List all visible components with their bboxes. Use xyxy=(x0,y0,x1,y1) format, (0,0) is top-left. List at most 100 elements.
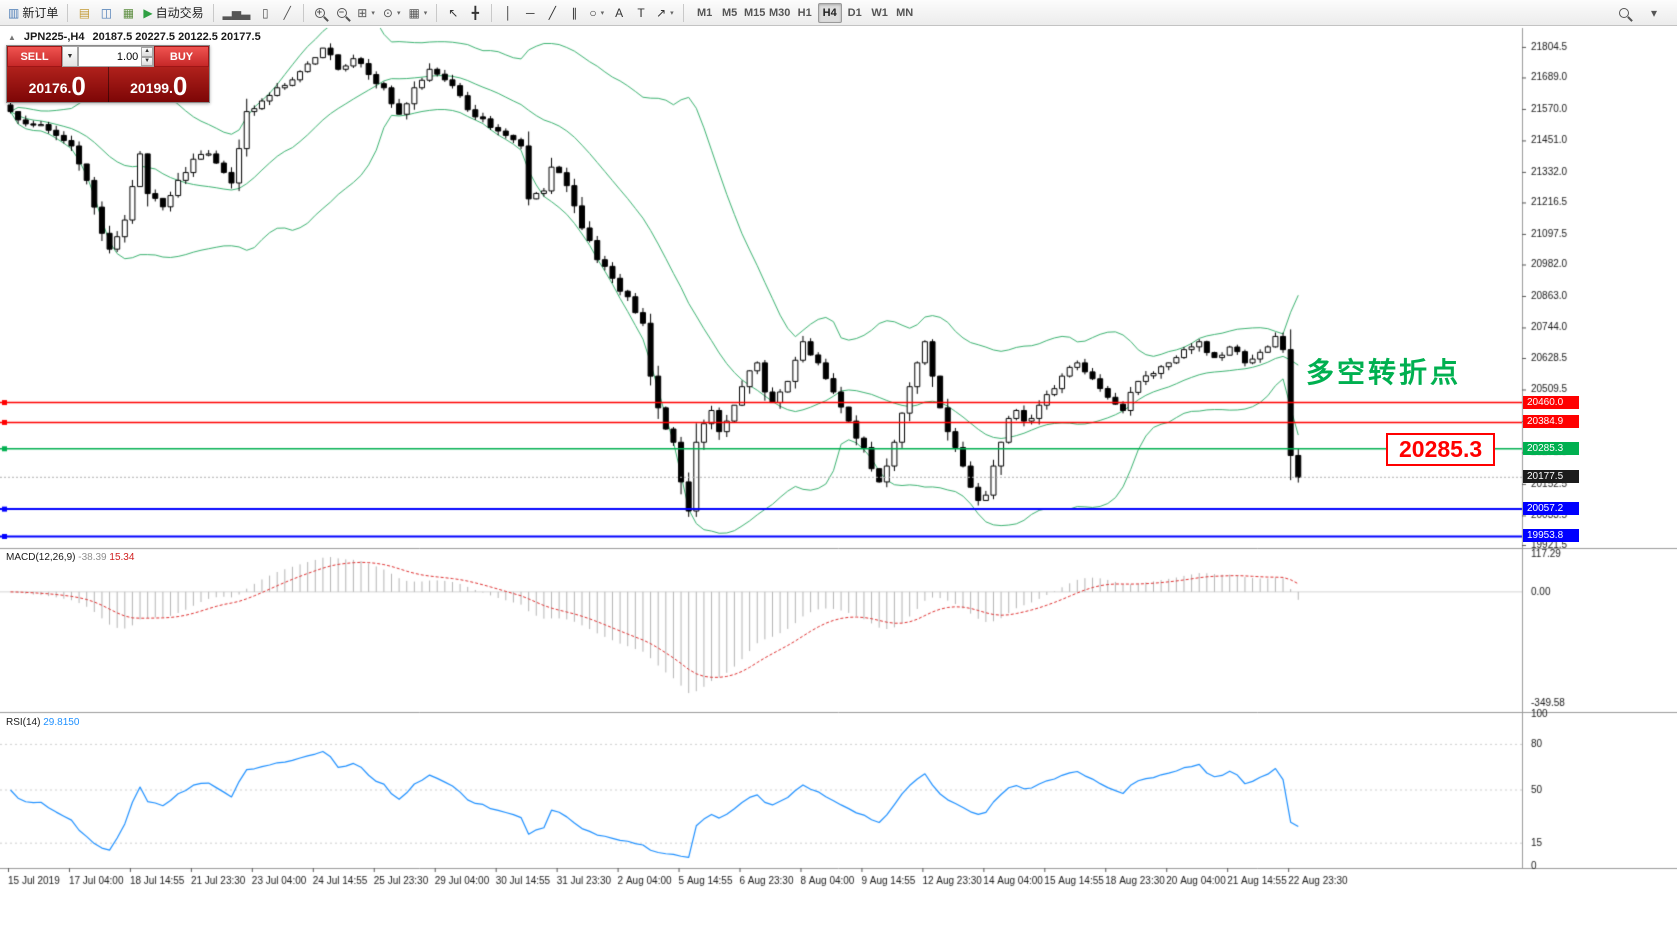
current-price-badge: 20177.5 xyxy=(1523,470,1579,484)
rsi-title: RSI(14) 29.8150 xyxy=(6,717,80,728)
one-click-trading-panel: SELL ▼ ▲ ▼ BUY 20176. 0 20199. 0 xyxy=(6,45,210,103)
bar-chart-icon: ▂▅▃ xyxy=(222,5,251,20)
timeframe-mn[interactable]: MN xyxy=(893,3,917,23)
buy-price[interactable]: 20199. 0 xyxy=(130,71,188,101)
chevron-down-icon: ▾ xyxy=(600,9,605,17)
trade-panel-controls: SELL ▼ ▲ ▼ BUY xyxy=(7,46,209,67)
zoom-out-icon: − xyxy=(337,7,348,18)
timeframe-group: M1 M5 M15 M30 H1 H4 D1 W1 MN xyxy=(693,2,917,23)
menu-icon: ▾ xyxy=(1650,5,1658,20)
timeframe-m1[interactable]: M1 xyxy=(693,3,717,23)
price-chart-canvas[interactable] xyxy=(0,26,1677,951)
volume-down-button[interactable]: ▼ xyxy=(141,56,153,66)
volume-input[interactable] xyxy=(79,47,142,66)
annotation-turning-point[interactable]: 多空转折点 xyxy=(1306,356,1462,389)
text-icon[interactable]: A xyxy=(608,2,630,23)
timeframe-w1[interactable]: W1 xyxy=(868,3,892,23)
price-level-badge[interactable]: 20460.0 xyxy=(1523,395,1579,409)
price-level-badge[interactable]: 19953.8 xyxy=(1523,529,1579,543)
toolbar-separator xyxy=(436,3,438,22)
auto-trading-button[interactable]: ▶ 自动交易 xyxy=(139,2,207,23)
price-level-badge[interactable]: 20057.2 xyxy=(1523,502,1579,516)
volume-stepper: ▲ ▼ xyxy=(141,47,153,66)
horizontal-line-icon[interactable]: ─ xyxy=(519,2,541,23)
sell-price[interactable]: 20176. 0 xyxy=(7,67,109,102)
timeframe-m15[interactable]: M15 xyxy=(743,3,767,23)
data-window-icon: ◫ xyxy=(100,5,113,20)
navigator-icon: ▦ xyxy=(122,5,135,20)
price-level-badge[interactable]: 20384.9 xyxy=(1523,415,1579,429)
candlestick-chart-icon: ▯ xyxy=(261,5,269,20)
horizontal-line-icon: ─ xyxy=(526,5,535,20)
symbol-timeframe: JPN225-,H4 xyxy=(23,31,85,43)
shapes-icon[interactable]: ○ ▾ xyxy=(585,2,608,23)
equidistant-channel-icon[interactable]: ∥ xyxy=(563,2,585,23)
navigator-icon[interactable]: ▦ xyxy=(117,2,139,23)
arrows-icon[interactable]: ↗ ▾ xyxy=(652,2,678,23)
vertical-line-icon[interactable]: │ xyxy=(497,2,519,23)
line-chart-icon: ╱ xyxy=(283,5,291,20)
one-click-collapse-icon[interactable]: ▲ xyxy=(8,32,16,42)
toolbar-separator xyxy=(212,3,214,22)
text-icon: A xyxy=(615,5,624,20)
template-icon: ▦ xyxy=(408,5,420,20)
market-watch-icon[interactable]: ▤ xyxy=(73,2,95,23)
buy-button[interactable]: BUY xyxy=(154,46,209,67)
toolbar-separator xyxy=(67,3,69,22)
candlestick-chart-icon[interactable]: ▯ xyxy=(254,2,276,23)
toolbar-right: ▾ xyxy=(1613,2,1673,23)
period-clock-icon[interactable]: ⊙ ▾ xyxy=(379,2,405,23)
trade-panel-prices: 20176. 0 20199. 0 xyxy=(7,67,209,102)
period-clock-icon: ⊙ xyxy=(382,5,393,20)
cursor-icon[interactable]: ↖ xyxy=(442,2,464,23)
shapes-icon: ○ xyxy=(589,5,597,20)
chart-title: ▲ JPN225-,H4 20187.5 20227.5 20122.5 201… xyxy=(8,31,261,43)
search-button[interactable] xyxy=(1613,2,1635,23)
vertical-line-icon: │ xyxy=(504,5,513,20)
data-window-icon[interactable]: ◫ xyxy=(95,2,117,23)
price-level-badge[interactable]: 20285.3 xyxy=(1523,441,1579,455)
toolbar-separator xyxy=(491,3,493,22)
chevron-down-icon: ▾ xyxy=(670,9,674,17)
search-icon xyxy=(1619,7,1629,18)
timeframe-d1[interactable]: D1 xyxy=(843,3,867,23)
tile-windows-icon: ⊞ xyxy=(357,5,368,20)
trendline-icon[interactable]: ╱ xyxy=(541,2,563,23)
trendline-icon: ╱ xyxy=(548,5,556,20)
toolbar-buttons: ▥ 新订单 ▤ ◫ ▦ ▶ 自动交易 ▂▅▃ ▯ ╱ + − ⊞ ▾ ⊙ ▾ ▦ ▾ ↖ ╋ │ ─ ╱ ∥ ○ ▾ A T ↗ ▾ xyxy=(4,0,689,25)
toolbar-separator xyxy=(682,3,684,22)
order-type-dropdown[interactable]: ▼ xyxy=(62,46,78,67)
toolbar-separator xyxy=(303,3,305,22)
timeframe-m30[interactable]: M30 xyxy=(768,3,792,23)
help-menu-button[interactable]: ▾ xyxy=(1643,2,1665,23)
new-order-button: ▥ xyxy=(8,5,20,20)
text-label-icon[interactable]: T xyxy=(630,2,652,23)
crosshair-icon: ╋ xyxy=(471,5,479,20)
macd-title: MACD(12,26,9) -38.39 15.34 xyxy=(6,552,135,563)
chevron-down-icon: ▾ xyxy=(396,9,401,17)
template-icon[interactable]: ▦ ▾ xyxy=(404,2,431,23)
sell-button[interactable]: SELL xyxy=(7,46,62,67)
arrows-icon: ↗ xyxy=(656,5,667,20)
volume-up-button[interactable]: ▲ xyxy=(141,47,153,57)
line-chart-icon[interactable]: ╱ xyxy=(276,2,298,23)
equidistant-channel-icon: ∥ xyxy=(571,5,578,20)
market-watch-icon: ▤ xyxy=(78,5,91,20)
timeframe-m5[interactable]: M5 xyxy=(718,3,742,23)
timeframe-h1[interactable]: H1 xyxy=(793,3,817,23)
text-label-icon: T xyxy=(637,5,645,20)
annotation-price-box[interactable]: 20285.3 xyxy=(1386,433,1496,466)
volume-control: ▲ ▼ xyxy=(78,46,154,67)
zoom-out-button[interactable]: − xyxy=(331,2,353,23)
crosshair-icon[interactable]: ╋ xyxy=(464,2,486,23)
bar-chart-icon[interactable]: ▂▅▃ xyxy=(219,2,255,23)
chevron-down-icon: ▾ xyxy=(371,9,375,17)
tile-windows-icon[interactable]: ⊞ ▾ xyxy=(353,2,379,23)
toolbar: ▥ 新订单 ▤ ◫ ▦ ▶ 自动交易 ▂▅▃ ▯ ╱ + − ⊞ ▾ ⊙ ▾ ▦ ▾ ↖ ╋ │ ─ ╱ ∥ ○ ▾ A T ↗ ▾ M1… xyxy=(0,0,1677,26)
auto-trading-button: ▶ xyxy=(143,5,153,20)
zoom-in-button[interactable]: + xyxy=(309,2,331,23)
new-order-button[interactable]: ▥ 新订单 xyxy=(4,2,62,23)
cursor-icon: ↖ xyxy=(448,5,459,20)
zoom-in-icon: + xyxy=(315,7,326,18)
timeframe-h4[interactable]: H4 xyxy=(817,2,842,23)
